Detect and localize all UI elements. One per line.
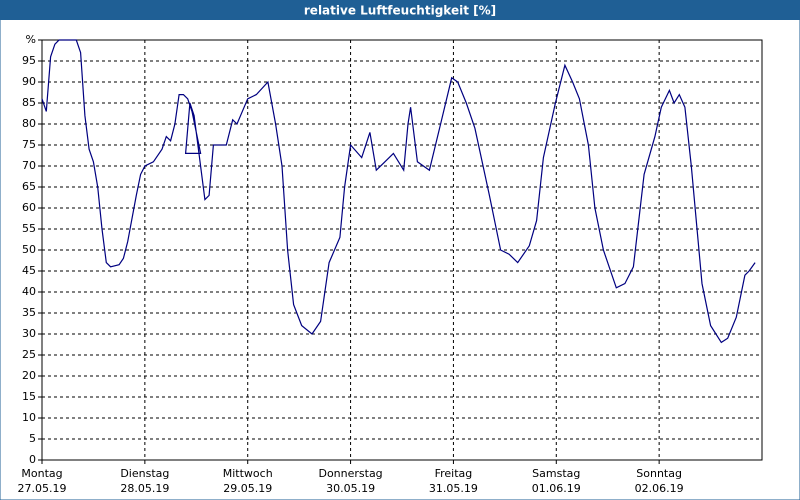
y-tick-label: 50 <box>22 243 36 256</box>
y-tick-label: 45 <box>22 264 36 277</box>
x-tick-label: Dienstag <box>120 467 169 480</box>
x-tick-label: Mittwoch <box>223 467 273 480</box>
x-tick-label: Samstag <box>532 467 580 480</box>
chart-title: relative Luftfeuchtigkeit [%] <box>304 4 496 18</box>
y-tick-label: 65 <box>22 180 36 193</box>
x-tick-label: 27.05.19 <box>18 482 67 495</box>
x-tick-label: 29.05.19 <box>223 482 272 495</box>
y-tick-label: % <box>26 33 36 46</box>
y-tick-label: 75 <box>22 138 36 151</box>
data-line <box>41 39 756 344</box>
y-tick-label: 60 <box>22 201 36 214</box>
x-tick-label: 31.05.19 <box>429 482 478 495</box>
x-tick-label: Freitag <box>435 467 473 480</box>
x-tick-label: 01.06.19 <box>532 482 581 495</box>
y-tick-label: 15 <box>22 390 36 403</box>
x-tick-label: 30.05.19 <box>326 482 375 495</box>
y-tick-label: 5 <box>29 432 36 445</box>
y-tick-label: 20 <box>22 369 36 382</box>
y-tick-label: 35 <box>22 306 36 319</box>
x-tick-label: Montag <box>21 467 62 480</box>
y-tick-label: 40 <box>22 285 36 298</box>
y-tick-label: 0 <box>29 453 36 466</box>
y-tick-label: 80 <box>22 117 36 130</box>
y-tick-label: 90 <box>22 75 36 88</box>
y-tick-label: 25 <box>22 348 36 361</box>
y-tick-label: 30 <box>22 327 36 340</box>
y-tick-label: 95 <box>22 54 36 67</box>
y-tick-label: 10 <box>22 411 36 424</box>
y-tick-label: 85 <box>22 96 36 109</box>
title-bar <box>0 0 800 20</box>
x-tick-label: 28.05.19 <box>120 482 169 495</box>
x-tick-label: Donnerstag <box>318 467 382 480</box>
y-tick-label: 70 <box>22 159 36 172</box>
x-tick-label: 02.06.19 <box>635 482 684 495</box>
y-tick-label: 55 <box>22 222 36 235</box>
x-tick-label: Sonntag <box>636 467 682 480</box>
